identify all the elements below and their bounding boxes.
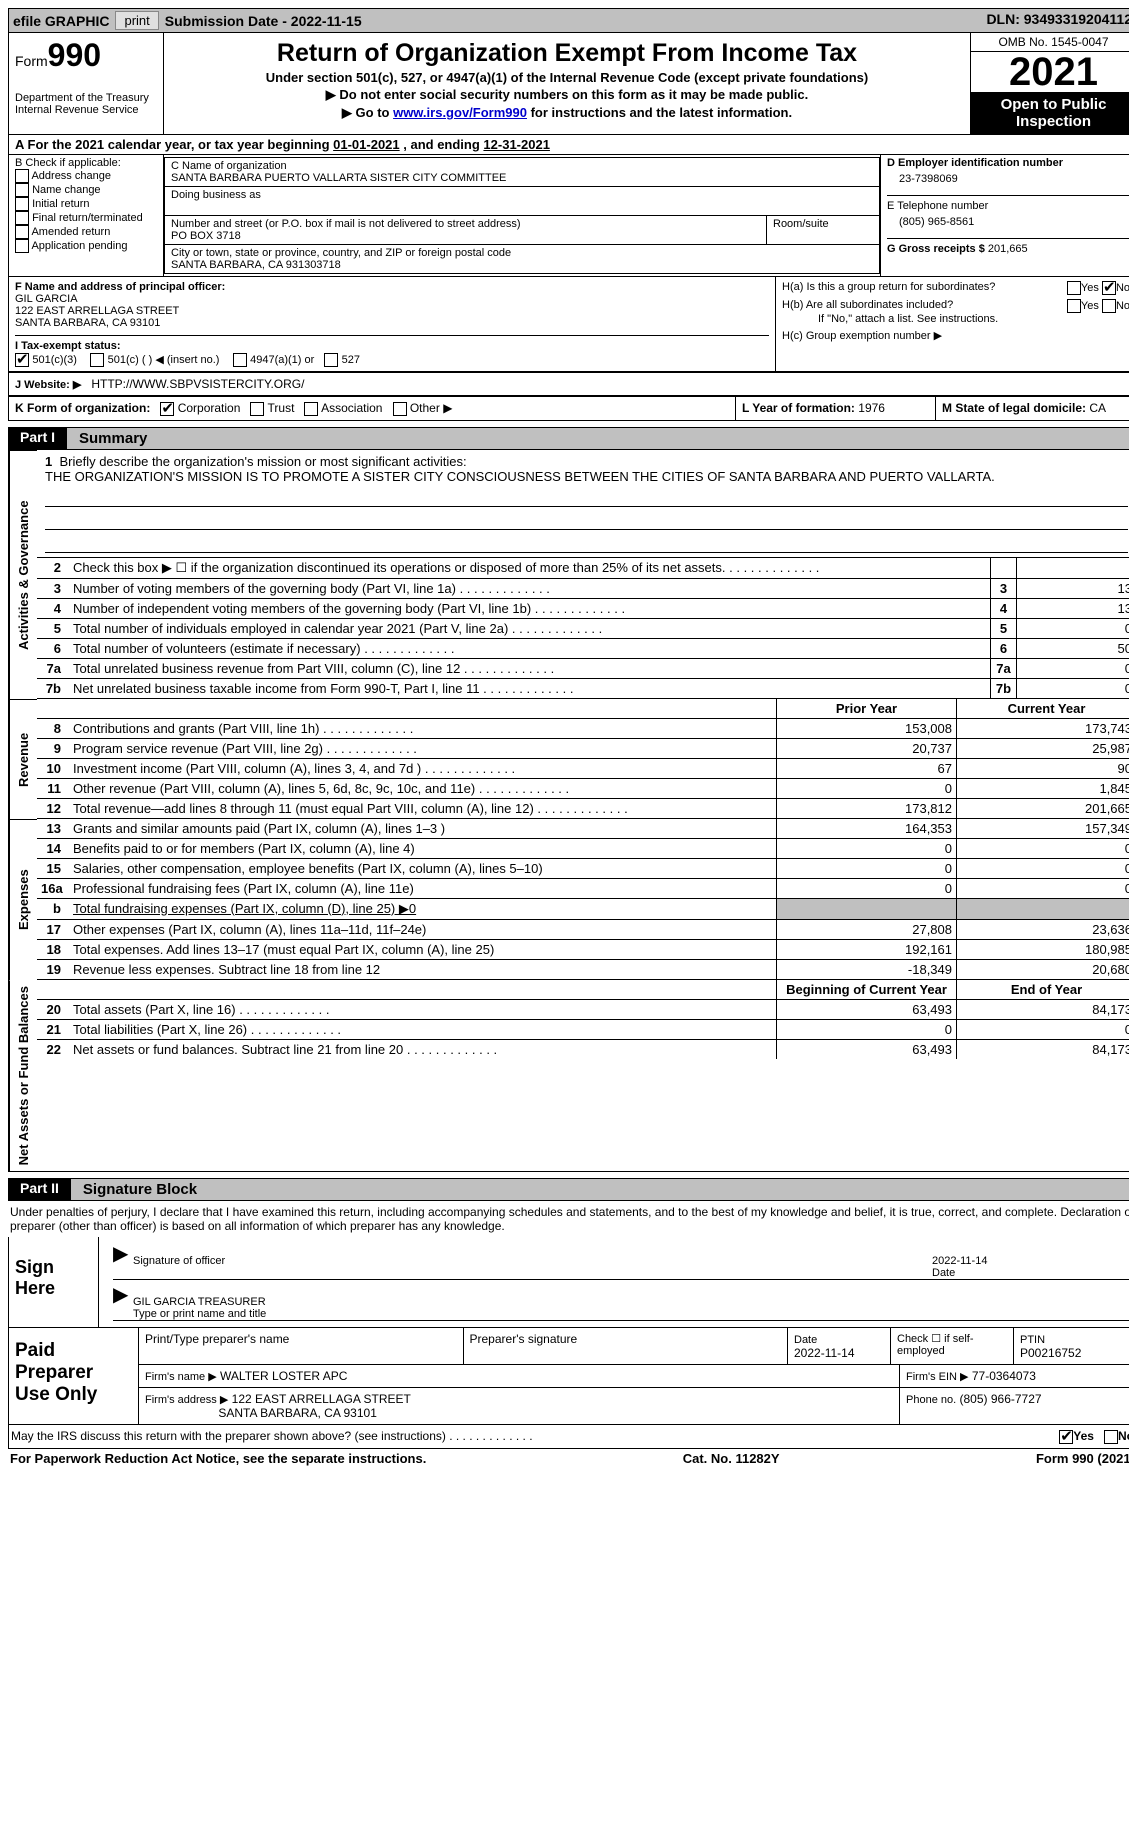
expense-row: bTotal fundraising expenses (Part IX, co… [37,898,1129,919]
open-public: Open to Public Inspection [971,92,1129,134]
section-c: C Name of organization SANTA BARBARA PUE… [164,155,881,276]
street: PO BOX 3718 [171,230,760,242]
revenue-row: 11Other revenue (Part VIII, column (A), … [37,778,1129,798]
discuss-yes[interactable] [1059,1430,1073,1444]
vlabel-netassets: Net Assets or Fund Balances [9,980,37,1171]
section-bcde: B Check if applicable: Address change Na… [8,155,1129,277]
dept-label: Department of the Treasury Internal Reve… [15,92,157,116]
final-return-check[interactable] [15,211,29,225]
col-header-row: Prior Year Current Year [37,699,1129,718]
expense-row: 15Salaries, other compensation, employee… [37,858,1129,878]
addr-change-check[interactable] [15,169,29,183]
firm-name: WALTER LOSTER APC [220,1369,347,1383]
officer-name: GIL GARCIA [15,293,769,305]
revenue-row: 12Total revenue—add lines 8 through 11 (… [37,798,1129,818]
activity-row: 7aTotal unrelated business revenue from … [37,658,1129,678]
activity-row: 7bNet unrelated business taxable income … [37,678,1129,698]
section-k: K Form of organization: Corporation Trus… [9,397,736,420]
form-subtitle: Under section 501(c), 527, or 4947(a)(1)… [170,70,964,85]
expense-row: 18Total expenses. Add lines 13–17 (must … [37,939,1129,959]
form-number: Form990 [15,37,157,74]
print-button[interactable]: print [115,11,158,30]
dba-label: Doing business as [171,189,873,201]
arrow-icon: ▶ [113,1282,133,1320]
initial-return-check[interactable] [15,197,29,211]
section-m: M State of legal domicile: CA [936,397,1129,420]
netassets-row: 21Total liabilities (Part X, line 26)00 [37,1019,1129,1039]
ein: 23-7398069 [887,169,1129,195]
section-i: I Tax-exempt status: 501(c)(3) 501(c) ( … [15,335,769,367]
revenue-row: 9Program service revenue (Part VIII, lin… [37,738,1129,758]
netassets-row: 20Total assets (Part X, line 16)63,49384… [37,999,1129,1019]
expense-row: 17Other expenses (Part IX, column (A), l… [37,919,1129,939]
netassets-row: 22Net assets or fund balances. Subtract … [37,1039,1129,1059]
activity-row: 5Total number of individuals employed in… [37,618,1129,638]
vlabel-revenue: Revenue [9,699,37,819]
website: HTTP://WWW.SBPVSISTERCITY.ORG/ [91,377,304,391]
mission-text: THE ORGANIZATION'S MISSION IS TO PROMOTE… [45,469,995,484]
form-header: Form990 Department of the Treasury Inter… [8,33,1129,135]
section-klm: K Form of organization: Corporation Trus… [8,396,1129,421]
activity-row: 6Total number of volunteers (estimate if… [37,638,1129,658]
signer-name: GIL GARCIA TREASURER [133,1296,266,1308]
irs-link[interactable]: www.irs.gov/Form990 [393,105,527,120]
activity-row: 3Number of voting members of the governi… [37,578,1129,598]
paid-preparer: Paid Preparer Use Only Print/Type prepar… [8,1328,1129,1425]
app-pending-check[interactable] [15,239,29,253]
footer: For Paperwork Reduction Act Notice, see … [8,1449,1129,1468]
city: SANTA BARBARA, CA 931303718 [171,259,873,271]
activity-row: 4Number of independent voting members of… [37,598,1129,618]
section-l: L Year of formation: 1976 [736,397,936,420]
activity-row: 2Check this box ▶ ☐ if the organization … [37,557,1129,578]
section-h: H(a) Is this a group return for subordin… [776,277,1129,371]
gross-receipts: 201,665 [988,243,1028,255]
netassets-header: Beginning of Current Year End of Year [37,980,1129,999]
firm-ein: 77-0364073 [972,1369,1036,1383]
tax-year: 2021 [971,52,1129,92]
part2-header: Part II Signature Block [8,1178,1129,1201]
ptin: P00216752 [1020,1346,1081,1360]
form-title: Return of Organization Exempt From Incom… [170,39,964,68]
section-f: F Name and address of principal officer:… [9,277,776,371]
part1-header: Part I Summary [8,427,1129,450]
room-label: Room/suite [766,216,879,244]
501c3-check[interactable] [15,353,29,367]
form-note1: ▶ Do not enter social security numbers o… [170,87,964,103]
sign-block: Sign Here ▶ Signature of officer 2022-11… [8,1237,1129,1328]
form-note2: ▶ Go to www.irs.gov/Form990 for instruct… [170,105,964,121]
amended-check[interactable] [15,225,29,239]
arrow-icon: ▶ [113,1241,133,1279]
sign-date: 2022-11-14 [932,1255,987,1267]
section-fh: F Name and address of principal officer:… [8,277,1129,372]
dln: DLN: 93493319204112 [986,11,1129,30]
section-a: A For the 2021 calendar year, or tax yea… [8,135,1129,155]
vlabel-activities: Activities & Governance [9,450,37,699]
mission-block: 1 Briefly describe the organization's mi… [37,450,1129,557]
expense-row: 19Revenue less expenses. Subtract line 1… [37,959,1129,979]
sig-declaration: Under penalties of perjury, I declare th… [8,1201,1129,1237]
phone: (805) 965-8561 [887,212,1129,238]
section-deg: D Employer identification number 23-7398… [881,155,1129,276]
org-name: SANTA BARBARA PUERTO VALLARTA SISTER CIT… [171,172,873,184]
discuss-row: May the IRS discuss this return with the… [8,1425,1129,1449]
prep-phone: (805) 966-7727 [960,1392,1042,1406]
submission-date: Submission Date - 2022-11-15 [165,13,362,29]
revenue-row: 10Investment income (Part VIII, column (… [37,758,1129,778]
vlabel-expenses: Expenses [9,819,37,980]
section-b: B Check if applicable: Address change Na… [9,155,164,276]
efile-label: efile GRAPHIC [13,13,109,29]
top-bar: efile GRAPHIC print Submission Date - 20… [8,8,1129,33]
summary-body: Activities & Governance 1 Briefly descri… [8,450,1129,1172]
expense-row: 16aProfessional fundraising fees (Part I… [37,878,1129,898]
revenue-row: 8Contributions and grants (Part VIII, li… [37,718,1129,738]
name-change-check[interactable] [15,183,29,197]
discuss-no[interactable] [1104,1430,1118,1444]
expense-row: 13Grants and similar amounts paid (Part … [37,819,1129,838]
expense-row: 14Benefits paid to or for members (Part … [37,838,1129,858]
section-j: J Website: ▶ HTTP://WWW.SBPVSISTERCITY.O… [8,372,1129,396]
